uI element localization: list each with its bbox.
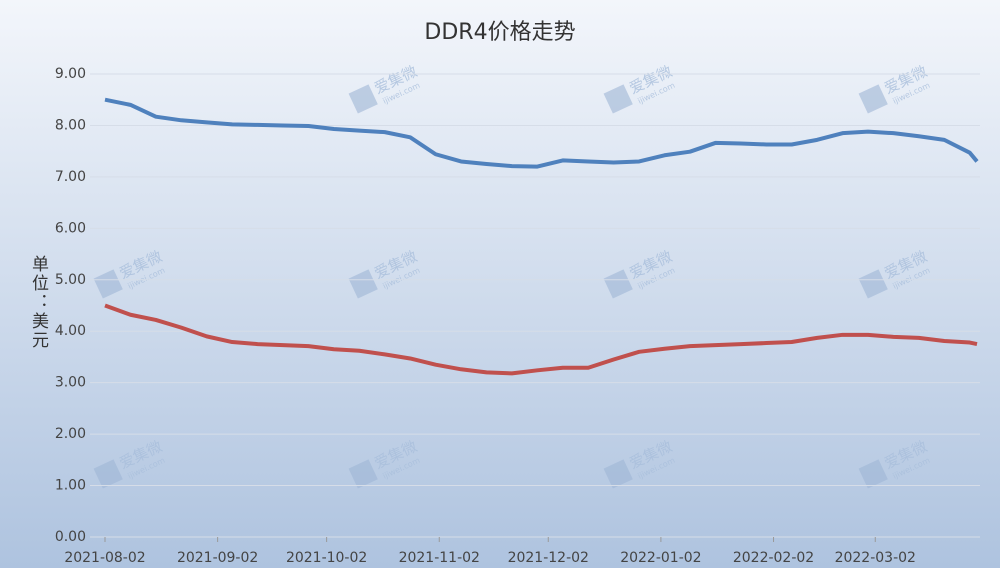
series-line bbox=[104, 97, 979, 169]
watermark-logo bbox=[603, 459, 633, 489]
y-tick-label: 0.00 bbox=[55, 529, 86, 545]
y-tick-label: 5.00 bbox=[55, 272, 86, 288]
chart-title: DDR4价格走势 bbox=[424, 20, 575, 45]
x-tick-label: 2022-02-02 bbox=[733, 550, 814, 566]
y-tick-label: 6.00 bbox=[55, 220, 86, 236]
y-tick-label: 1.00 bbox=[55, 478, 86, 494]
watermark-logo bbox=[93, 269, 123, 299]
watermark-logo bbox=[858, 269, 888, 299]
y-tick-label: 7.00 bbox=[55, 169, 86, 185]
watermark-logo bbox=[858, 459, 888, 489]
watermark-logo bbox=[348, 84, 378, 114]
watermark-logo bbox=[858, 84, 888, 114]
x-tick-label: 2022-01-02 bbox=[620, 550, 701, 566]
x-tick-label: 2022-03-02 bbox=[835, 550, 916, 566]
watermark-logo bbox=[348, 269, 378, 299]
y-tick-label: 4.00 bbox=[55, 323, 86, 339]
series-line bbox=[104, 303, 978, 376]
y-tick-label: 8.00 bbox=[55, 117, 86, 133]
y-tick-label: 9.00 bbox=[55, 66, 86, 82]
watermark-logo bbox=[93, 459, 123, 489]
y-axis-label: 单位：美元 bbox=[28, 255, 48, 350]
x-tick-label: 2021-09-02 bbox=[177, 550, 258, 566]
x-tick-label: 2021-08-02 bbox=[64, 550, 145, 566]
watermark-logo bbox=[348, 459, 378, 489]
y-tick-label: 2.00 bbox=[55, 426, 86, 442]
x-tick-label: 2021-12-02 bbox=[508, 550, 589, 566]
x-tick-label: 2021-10-02 bbox=[286, 550, 367, 566]
x-tick-label: 2021-11-02 bbox=[399, 550, 480, 566]
watermark-logo bbox=[603, 84, 633, 114]
y-tick-label: 3.00 bbox=[55, 375, 86, 391]
watermark-logo bbox=[603, 269, 633, 299]
